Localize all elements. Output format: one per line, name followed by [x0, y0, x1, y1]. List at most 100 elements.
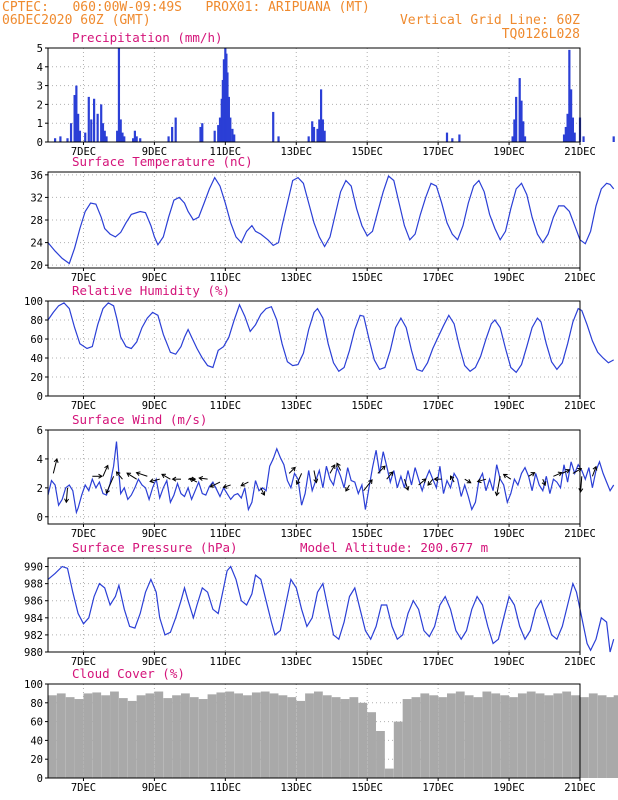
wind-vector	[116, 471, 123, 480]
cloud-cover-bar	[48, 695, 57, 778]
wind-vector	[403, 479, 409, 491]
y-tick-label: 2	[37, 99, 43, 111]
cloud-cover-bar	[535, 693, 545, 778]
precipitation-bar	[171, 126, 174, 142]
x-tick-label: 15DEC	[351, 400, 383, 412]
x-tick-label: 9DEC	[142, 782, 167, 794]
y-tick-label: 6	[37, 425, 43, 437]
wind-vector-head	[295, 480, 301, 486]
wind-vector-head	[105, 489, 110, 494]
wind-vector-head	[104, 464, 109, 470]
wind-vector	[149, 478, 160, 483]
wind-vector-head	[98, 473, 103, 479]
cloud-cover-bar	[127, 700, 137, 778]
precipitation-bar	[272, 111, 275, 142]
precipitation-bar	[139, 138, 142, 142]
cloud-cover-bar	[376, 731, 385, 778]
wind-vector	[313, 470, 317, 483]
wind-vector-head	[578, 488, 584, 493]
x-tick-label: 17DEC	[422, 528, 454, 540]
wind-vector	[562, 469, 570, 474]
precipitation-bar	[117, 48, 121, 142]
x-tick-label: 11DEC	[210, 656, 242, 668]
cloud-cover-bar	[455, 691, 465, 778]
precipitation-bar	[568, 49, 571, 142]
wind-vector	[503, 473, 512, 480]
precipitation-bar	[515, 96, 518, 142]
precipitation-bar	[445, 132, 449, 142]
y-tick-label: 4	[37, 454, 43, 466]
cloud-cover-bar	[234, 693, 243, 778]
wind-vector-head	[427, 481, 432, 486]
y-tick-label: 984	[24, 613, 43, 625]
wind-vector	[345, 484, 350, 492]
wind-vector	[210, 481, 221, 488]
panel-title: Cloud Cover (%)	[72, 666, 185, 681]
wind-vector	[477, 478, 487, 483]
y-tick-label: 80	[30, 315, 43, 327]
x-tick-label: 9DEC	[142, 528, 167, 540]
cloud-cover-bar	[509, 697, 518, 778]
x-tick-label: 11DEC	[210, 272, 242, 284]
panel-5-frame	[47, 683, 581, 779]
precipitation-bar	[520, 100, 523, 142]
precipitation-bar	[522, 121, 525, 142]
cloud-cover-bar	[243, 695, 252, 778]
cloud-cover-bar	[597, 695, 607, 778]
wind-vector-head	[149, 478, 155, 484]
precipitation-bar	[133, 130, 136, 142]
cloud-cover-bar	[358, 702, 368, 778]
wind-vector	[591, 466, 597, 477]
wind-vector	[288, 467, 296, 474]
y-tick-label: 100	[24, 296, 43, 308]
wind-vector-head	[291, 466, 296, 472]
y-tick-label: 0	[37, 773, 43, 785]
panel-annotation: Model Altitude: 200.677 m	[300, 540, 488, 555]
y-tick-label: 0	[37, 512, 43, 524]
precipitation-bar	[227, 96, 230, 142]
wind-vector-head	[209, 483, 215, 488]
x-tick-label: 7DEC	[71, 400, 96, 412]
precipitation-bar	[511, 136, 514, 142]
cloud-cover-bar	[553, 693, 563, 778]
wind-vector	[296, 473, 303, 485]
precipitation-bar	[564, 126, 567, 142]
cloud-cover-bar	[260, 691, 270, 778]
wind-vector	[65, 487, 69, 503]
precipitation-bar	[458, 134, 461, 142]
precipitation-bar	[103, 130, 106, 142]
cloud-cover-bar	[163, 698, 173, 778]
panel-0-frame	[47, 47, 581, 143]
wind-vector-head	[161, 473, 166, 479]
wind-vector-head	[421, 478, 427, 483]
wind-vector	[580, 476, 583, 492]
x-tick-label: 7DEC	[71, 656, 96, 668]
cloud-cover-bar	[420, 693, 430, 778]
y-tick-label: 20	[30, 754, 43, 766]
y-tick-label: 2	[37, 483, 43, 495]
x-tick-label: 17DEC	[422, 272, 454, 284]
precipitation-bar	[87, 96, 90, 142]
wind-vector-head	[368, 479, 373, 484]
cloud-cover-bar	[606, 697, 616, 778]
cloud-cover-bar	[314, 691, 323, 778]
cloud-cover-bar	[296, 700, 306, 778]
wind-vector	[223, 484, 231, 488]
wind-vector-head	[466, 479, 472, 484]
y-tick-label: 4	[37, 62, 43, 74]
precipitation-bar	[96, 113, 99, 142]
panel-1-grid	[48, 172, 581, 268]
y-tick-label: 36	[30, 170, 43, 182]
x-tick-label: 11DEC	[210, 528, 242, 540]
cloud-cover-bar	[216, 692, 226, 778]
wind-vector-head	[240, 482, 246, 487]
precipitation-bar	[566, 113, 569, 142]
x-tick-label: 17DEC	[422, 782, 454, 794]
cloud-cover-bar	[447, 693, 456, 778]
x-tick-label: 21DEC	[564, 400, 596, 412]
x-tick-label: 17DEC	[422, 400, 454, 412]
wind-vector-head	[222, 483, 228, 489]
wind-vector-head	[336, 462, 341, 468]
y-tick-label: 3	[37, 81, 43, 93]
